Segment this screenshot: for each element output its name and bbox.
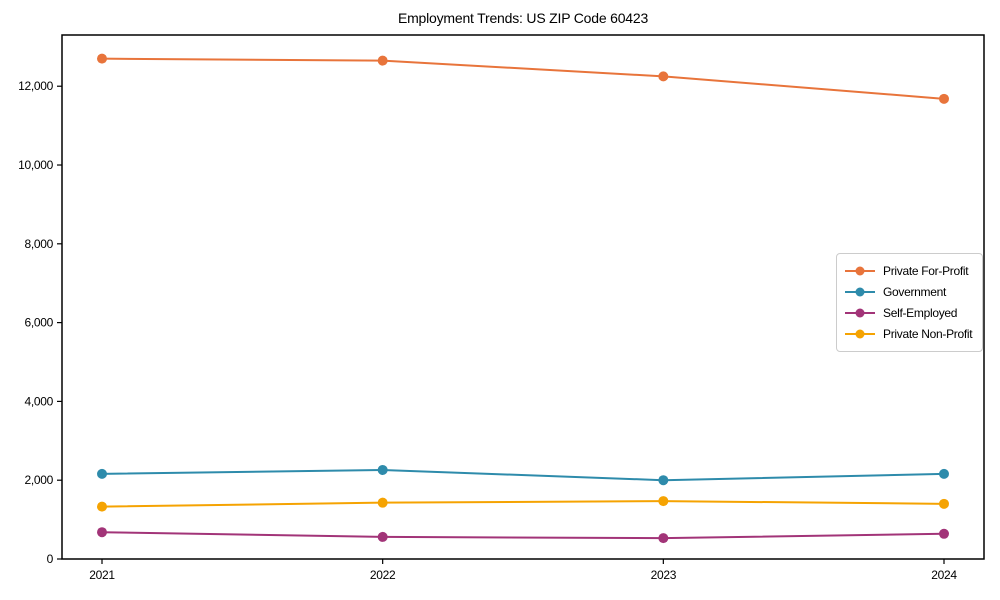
data-point-self-employed bbox=[97, 527, 107, 538]
legend-marker-icon bbox=[845, 266, 875, 276]
chart-legend: Private For-Profit Government Self-Employe… bbox=[836, 253, 983, 352]
data-point-private-for-profit bbox=[377, 55, 388, 66]
data-point-self-employed bbox=[939, 528, 949, 539]
x-tick-label: 2021 bbox=[89, 568, 115, 582]
legend-label: Private For-Profit bbox=[883, 264, 969, 278]
chart-title: Employment Trends: US ZIP Code 60423 bbox=[397, 10, 649, 26]
y-tick-label: 4,000 bbox=[24, 394, 53, 408]
plot-border bbox=[61, 34, 985, 560]
data-point-government bbox=[97, 468, 107, 479]
y-tick-label: 10,000 bbox=[18, 158, 54, 172]
series-line-private-non-profit bbox=[101, 500, 945, 508]
data-point-private-for-profit bbox=[939, 93, 949, 104]
legend-item-self-employed: Self-Employed bbox=[845, 303, 974, 323]
data-point-self-employed bbox=[658, 533, 669, 544]
y-tick-label: 0 bbox=[47, 552, 54, 566]
x-tick-label: 2024 bbox=[931, 568, 957, 582]
y-tick-label: 12,000 bbox=[18, 79, 54, 93]
y-tick-label: 8,000 bbox=[24, 237, 53, 251]
data-point-private-for-profit bbox=[658, 71, 669, 82]
y-tick-label: 6,000 bbox=[24, 316, 53, 330]
data-point-private-non-profit bbox=[658, 496, 669, 507]
legend-item-private-for-profit: Private For-Profit bbox=[845, 261, 974, 281]
legend-marker-icon bbox=[845, 287, 875, 297]
legend-marker-icon bbox=[845, 329, 875, 339]
data-point-private-for-profit bbox=[97, 53, 107, 64]
y-tick-label: 2,000 bbox=[24, 473, 53, 487]
x-tick-label: 2022 bbox=[370, 568, 396, 582]
data-point-government bbox=[658, 475, 669, 486]
data-point-private-non-profit bbox=[97, 501, 107, 512]
data-point-self-employed bbox=[377, 531, 388, 542]
legend-item-government: Government bbox=[845, 282, 974, 302]
data-point-private-non-profit bbox=[939, 498, 949, 509]
legend-marker-icon bbox=[845, 308, 875, 318]
series-line-self-employed bbox=[101, 531, 945, 540]
data-point-government bbox=[377, 464, 388, 475]
legend-label: Government bbox=[883, 285, 947, 299]
data-point-private-non-profit bbox=[377, 497, 388, 508]
x-tick-label: 2023 bbox=[651, 568, 677, 582]
legend-item-private-non-profit: Private Non-Profit bbox=[845, 324, 974, 344]
data-point-government bbox=[939, 468, 949, 479]
legend-label: Self-Employed bbox=[883, 306, 958, 320]
series-line-government bbox=[101, 468, 945, 482]
series-line-private-for-profit bbox=[101, 57, 945, 100]
legend-label: Private Non-Profit bbox=[883, 327, 973, 341]
